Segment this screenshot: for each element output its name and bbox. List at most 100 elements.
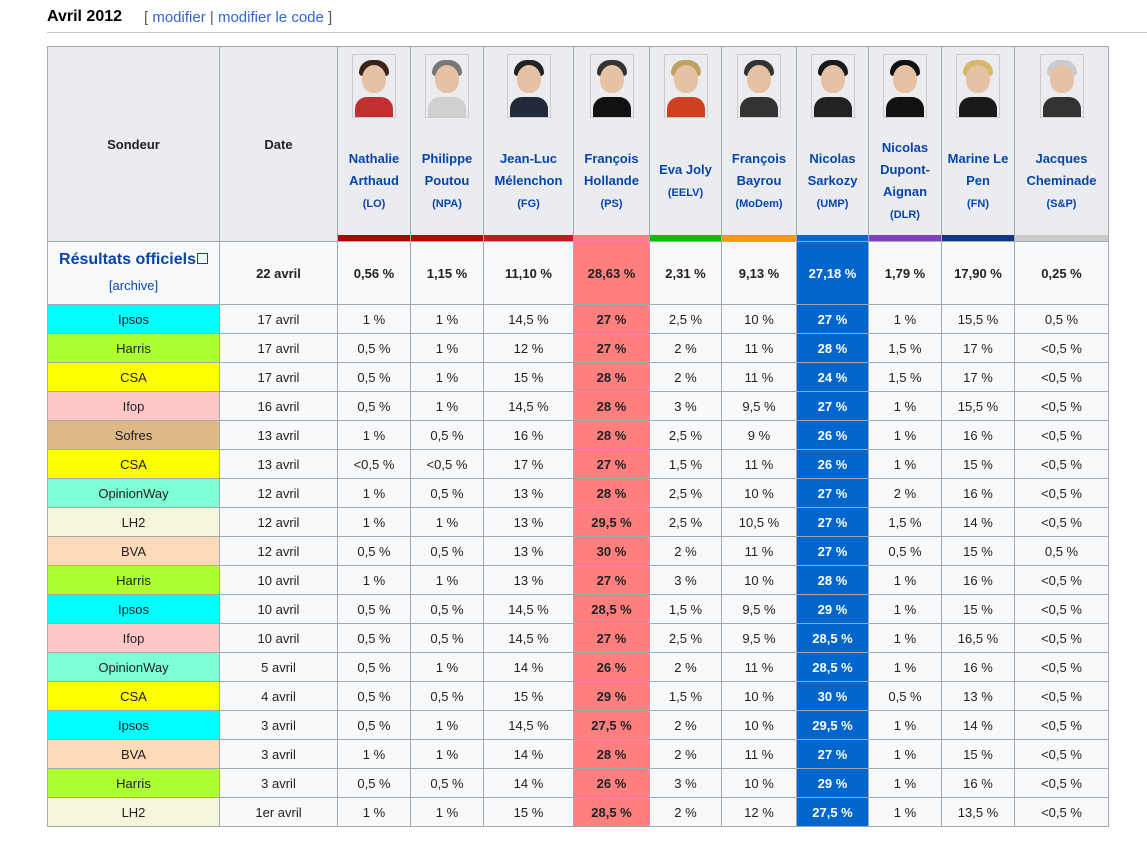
poll-value-cell: 15,5 % bbox=[941, 304, 1015, 334]
candidate-name-link[interactable]: Marine Le Pen bbox=[947, 151, 1009, 188]
poll-value-cell: 2 % bbox=[649, 652, 722, 682]
poll-value-cell: 27 % bbox=[573, 333, 650, 363]
candidate-name-link[interactable]: Nicolas Sarkozy bbox=[807, 151, 858, 188]
poll-value-cell: 1,5 % bbox=[649, 681, 722, 711]
poll-row: Ipsos 3 avril 0,5 % 1 % 14,5 % 27,5 % 2 % 10 % 2… bbox=[47, 710, 1109, 740]
poll-value-cell: 11 % bbox=[721, 652, 797, 682]
poll-row: CSA 4 avril 0,5 % 0,5 % 15 % 29 % 1,5 % 10 % 30 … bbox=[47, 681, 1109, 711]
candidate-name-link[interactable]: Jacques Cheminade bbox=[1026, 151, 1097, 188]
poll-value-cell: 1 % bbox=[868, 594, 942, 624]
poll-row: BVA 3 avril 1 % 1 % 14 % 28 % 2 % 11 % 27 % 1 % 15… bbox=[47, 739, 1109, 769]
poll-value-cell: 10 % bbox=[721, 768, 797, 798]
poll-date-cell: 4 avril bbox=[219, 681, 338, 711]
poll-value-cell: 14 % bbox=[483, 739, 574, 769]
candidate-photo[interactable] bbox=[425, 53, 469, 118]
candidate-photo[interactable] bbox=[1039, 53, 1084, 118]
candidate-party-link[interactable]: (MoDem) bbox=[735, 198, 783, 210]
candidate-photo[interactable] bbox=[506, 53, 551, 118]
edit-code-link[interactable]: modifier le code bbox=[217, 9, 324, 26]
poll-value-cell: 1 % bbox=[337, 304, 411, 334]
poll-value-cell: 27 % bbox=[573, 565, 650, 595]
poll-value-cell: 14 % bbox=[941, 507, 1015, 537]
poll-value-cell: 12 % bbox=[483, 333, 574, 363]
candidate-photo[interactable] bbox=[737, 53, 781, 118]
poll-value-cell: 1 % bbox=[868, 420, 942, 450]
poll-row: Sofres 13 avril 1 % 0,5 % 16 % 28 % 2,5 % 9 % 26… bbox=[47, 420, 1109, 450]
poll-value-cell: <0,5 % bbox=[1014, 507, 1109, 537]
polls-table: Sondeur Date Nathalie Arthaud (LO) Philipp… bbox=[47, 46, 1109, 827]
candidate-party-link[interactable]: (PS) bbox=[600, 198, 623, 210]
pollster-cell: Ifop bbox=[47, 391, 220, 421]
poll-value-cell: 1 % bbox=[868, 710, 942, 740]
candidate-name-link[interactable]: Nathalie Arthaud bbox=[348, 151, 400, 188]
pollster-cell: Sofres bbox=[47, 420, 220, 450]
candidate-party-link[interactable]: (NPA) bbox=[432, 198, 462, 210]
candidate-photo[interactable] bbox=[956, 53, 1000, 118]
poll-value-cell: 1 % bbox=[337, 507, 411, 537]
poll-value-cell: 1 % bbox=[868, 623, 942, 653]
poll-value-cell: 28,5 % bbox=[796, 652, 869, 682]
poll-value-cell: 1 % bbox=[410, 362, 484, 392]
poll-value-cell: 28 % bbox=[573, 362, 650, 392]
candidate-name-link[interactable]: Philippe Poutou bbox=[421, 151, 473, 188]
poll-value-cell: <0,5 % bbox=[1014, 797, 1109, 827]
candidate-party-link[interactable]: (DLR) bbox=[890, 209, 920, 221]
poll-value-cell: 27,5 % bbox=[796, 797, 869, 827]
candidate-name-link[interactable]: François Hollande bbox=[584, 151, 639, 188]
edit-link[interactable]: modifier bbox=[152, 9, 206, 26]
poll-date-cell: 1er avril bbox=[219, 797, 338, 827]
poll-value-cell: 28 % bbox=[573, 478, 650, 508]
candidate-party-link[interactable]: (LO) bbox=[362, 198, 386, 210]
candidate-photo[interactable] bbox=[352, 53, 396, 118]
candidate-photo[interactable] bbox=[883, 53, 927, 118]
official-results-link[interactable]: Résultats officiels bbox=[59, 251, 196, 268]
poll-date-cell: 13 avril bbox=[219, 449, 338, 479]
poll-value-cell: 14 % bbox=[483, 652, 574, 682]
candidate-photo[interactable] bbox=[810, 53, 855, 118]
poll-value-cell: 2 % bbox=[649, 333, 722, 363]
poll-value-cell: 1 % bbox=[868, 652, 942, 682]
poll-value-cell: 15 % bbox=[941, 594, 1015, 624]
poll-value-cell: 29 % bbox=[796, 768, 869, 798]
pollster-cell: Harris bbox=[47, 333, 220, 363]
candidate-photo[interactable] bbox=[663, 53, 708, 118]
candidate-photo-cell bbox=[337, 46, 411, 123]
candidate-name-link[interactable]: Jean-Luc Mélenchon bbox=[494, 151, 563, 188]
poll-value-cell: 27 % bbox=[796, 507, 869, 537]
candidate-header: François Hollande (PS) bbox=[573, 123, 650, 235]
poll-value-cell: 13 % bbox=[483, 536, 574, 566]
candidate-party-link[interactable]: (FG) bbox=[517, 198, 540, 210]
poll-value-cell: 13 % bbox=[941, 681, 1015, 711]
official-result-value: 1,15 % bbox=[410, 241, 484, 305]
poll-value-cell: 11 % bbox=[721, 449, 797, 479]
poll-value-cell: 28,5 % bbox=[573, 594, 650, 624]
candidate-party-link[interactable]: (EELV) bbox=[667, 187, 704, 199]
candidate-name-link[interactable]: Eva Joly bbox=[659, 162, 712, 177]
archive-link[interactable]: [archive] bbox=[108, 278, 159, 293]
poll-value-cell: 2,5 % bbox=[649, 304, 722, 334]
poll-value-cell: 30 % bbox=[573, 536, 650, 566]
poll-date-cell: 17 avril bbox=[219, 304, 338, 334]
poll-value-cell: 0,5 % bbox=[337, 536, 411, 566]
poll-row: Ipsos 17 avril 1 % 1 % 14,5 % 27 % 2,5 % 10 % 27… bbox=[47, 304, 1109, 334]
candidate-party-link[interactable]: (FN) bbox=[967, 198, 989, 210]
poll-value-cell: 1 % bbox=[410, 333, 484, 363]
candidate-name-link[interactable]: François Bayrou bbox=[731, 151, 787, 188]
candidate-name-link[interactable]: Nicolas Dupont-Aignan bbox=[880, 140, 930, 199]
poll-value-cell: 11 % bbox=[721, 739, 797, 769]
poll-value-cell: 9 % bbox=[721, 420, 797, 450]
poll-value-cell: 15 % bbox=[483, 681, 574, 711]
poll-value-cell: <0,5 % bbox=[1014, 681, 1109, 711]
candidate-photo[interactable] bbox=[589, 53, 634, 118]
poll-date-cell: 10 avril bbox=[219, 623, 338, 653]
poll-value-cell: 16,5 % bbox=[941, 623, 1015, 653]
poll-value-cell: 27 % bbox=[573, 449, 650, 479]
poll-row: LH2 1er avril 1 % 1 % 15 % 28,5 % 2 % 12 % 27,5 … bbox=[47, 797, 1109, 827]
candidate-party-link[interactable]: (S&P) bbox=[1046, 198, 1077, 210]
candidate-party-link[interactable]: (UMP) bbox=[816, 198, 849, 210]
poll-value-cell: 1 % bbox=[410, 304, 484, 334]
poll-value-cell: 13 % bbox=[483, 565, 574, 595]
section-heading: Avril 2012 [ modifier | modifier le code… bbox=[47, 6, 1147, 33]
poll-value-cell: 9,5 % bbox=[721, 594, 797, 624]
poll-date-cell: 12 avril bbox=[219, 507, 338, 537]
